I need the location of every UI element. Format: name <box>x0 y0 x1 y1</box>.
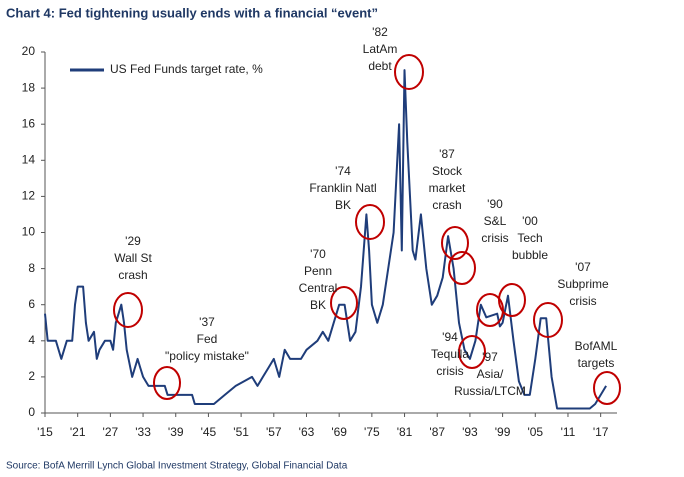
annotation: BofAML <box>575 339 618 353</box>
annotation: crash <box>118 268 147 282</box>
annotation: BK <box>335 198 351 212</box>
annotation: '82 <box>372 25 388 39</box>
annotation: '90 <box>487 197 503 211</box>
x-tick-label: '05 <box>527 425 543 439</box>
annotation: '94 <box>442 330 458 344</box>
annotation: crisis <box>436 364 463 378</box>
annotation: Fed <box>197 332 218 346</box>
annotation: Asia/ <box>477 367 504 381</box>
annotation: '97 <box>482 350 498 364</box>
x-tick-label: '69 <box>331 425 347 439</box>
annotation: Russia/LTCM <box>454 384 526 398</box>
annotation: '29 <box>125 234 141 248</box>
y-tick-label: 8 <box>28 261 35 275</box>
annotation: crisis <box>569 294 596 308</box>
x-tick-label: '39 <box>168 425 184 439</box>
x-tick-label: '51 <box>233 425 249 439</box>
x-tick-label: '21 <box>70 425 86 439</box>
x-tick-label: '57 <box>266 425 282 439</box>
annotation: bubble <box>512 248 548 262</box>
x-tick-label: '17 <box>593 425 609 439</box>
annotation: debt <box>368 59 392 73</box>
annotation: crisis <box>481 231 508 245</box>
annotation: Tech <box>517 231 542 245</box>
y-tick-label: 6 <box>28 297 35 311</box>
annotation: targets <box>578 356 615 370</box>
annotation: Stock <box>432 164 463 178</box>
annotation: '00 <box>522 214 538 228</box>
event-circle <box>330 286 358 320</box>
annotation: Tequila <box>431 347 469 361</box>
event-circle <box>394 54 424 90</box>
x-tick-label: '87 <box>429 425 445 439</box>
annotation: '74 <box>335 164 351 178</box>
x-tick-label: '99 <box>495 425 511 439</box>
y-tick-label: 18 <box>22 80 36 94</box>
annotation: Central <box>299 281 338 295</box>
annotation: BK <box>310 298 326 312</box>
x-tick-label: '45 <box>201 425 217 439</box>
annotation: Penn <box>304 264 332 278</box>
y-tick-label: 16 <box>22 116 36 130</box>
event-circle <box>533 302 563 338</box>
event-circle <box>498 283 526 317</box>
x-tick-label: '93 <box>462 425 478 439</box>
chart-title: Chart 4: Fed tightening usually ends wit… <box>6 5 378 20</box>
annotation: crash <box>432 198 461 212</box>
annotation: '07 <box>575 260 591 274</box>
annotation: Franklin Natl <box>309 181 376 195</box>
x-tick-label: '27 <box>103 425 119 439</box>
data-line <box>44 69 607 410</box>
annotation: "policy mistake" <box>165 349 249 363</box>
event-circle <box>355 204 385 240</box>
y-tick-label: 2 <box>28 369 35 383</box>
event-circle <box>593 371 621 405</box>
annotation: Subprime <box>557 277 609 291</box>
y-tick-label: 10 <box>22 225 36 239</box>
x-tick-label: '11 <box>561 425 576 439</box>
event-circle <box>113 292 143 328</box>
x-tick-label: '75 <box>364 425 380 439</box>
y-tick-label: 4 <box>28 333 35 347</box>
annotation: LatAm <box>363 42 398 56</box>
event-circle <box>448 251 476 285</box>
legend-label: US Fed Funds target rate, % <box>110 62 263 76</box>
x-tick-label: '81 <box>397 425 413 439</box>
source: Source: BofA Merrill Lynch Global Invest… <box>6 461 348 472</box>
annotation: Wall St <box>114 251 152 265</box>
y-tick-label: 14 <box>22 152 36 166</box>
x-tick-label: '63 <box>299 425 315 439</box>
annotation: S&L <box>484 214 507 228</box>
annotation: '37 <box>199 315 215 329</box>
annotation: '70 <box>310 247 326 261</box>
x-tick-label: '15 <box>37 425 53 439</box>
event-circle <box>441 226 469 260</box>
y-tick-label: 12 <box>22 189 36 203</box>
annotation: '87 <box>439 147 455 161</box>
y-tick-label: 20 <box>22 44 36 58</box>
annotation: market <box>429 181 466 195</box>
y-tick-label: 0 <box>28 405 35 419</box>
x-tick-label: '33 <box>135 425 151 439</box>
event-circle <box>458 335 486 369</box>
event-circle <box>153 366 181 400</box>
